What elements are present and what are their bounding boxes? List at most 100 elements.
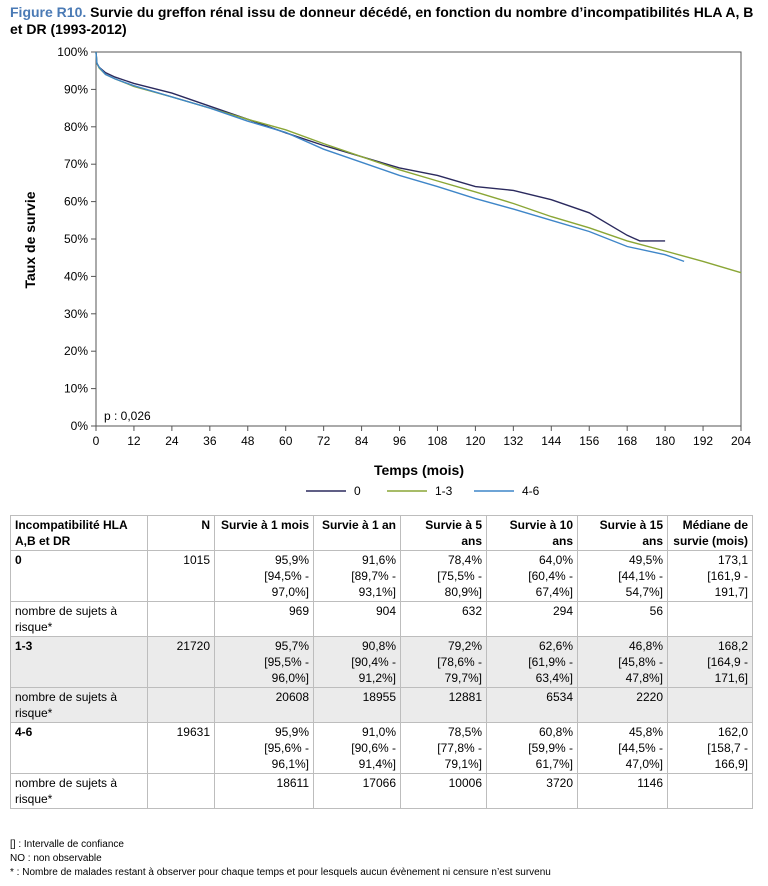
risk-cell: 632 xyxy=(400,601,487,637)
group-label: 4-6 xyxy=(10,722,148,774)
x-tick-label: 192 xyxy=(693,434,713,448)
survival-cell: 62,6% [61,9% - 63,4%] xyxy=(486,636,578,688)
series-line-4-6 xyxy=(95,51,685,263)
risk-cell: 18955 xyxy=(313,687,401,723)
survival-cell: 91,0% [90,6% - 91,4%] xyxy=(313,722,401,774)
y-tick-label: 60% xyxy=(64,195,88,209)
survival-cell-line: 95,7% xyxy=(274,639,309,653)
x-tick-label: 132 xyxy=(503,434,523,448)
survival-cell-line: [161,9 - xyxy=(707,569,748,583)
survival-cell-line: 95,9% xyxy=(274,725,309,739)
survival-cell-line: 47,8%] xyxy=(625,671,663,685)
group-n: 19631 xyxy=(147,722,215,774)
survival-cell-line: 95,9% xyxy=(274,553,309,567)
x-tick-label: 168 xyxy=(617,434,637,448)
risk-label: nombre de sujets à risque* xyxy=(10,687,148,723)
x-tick-label: 144 xyxy=(541,434,561,448)
survival-cell-line: 91,4%] xyxy=(358,757,396,771)
x-tick-label: 204 xyxy=(731,434,751,448)
survival-cell-line: 97,0%] xyxy=(271,585,309,599)
note-not-observable: NO : non observable xyxy=(10,853,102,864)
survival-cell-line: 93,1%] xyxy=(358,585,396,599)
survival-cell-line: 166,9] xyxy=(714,757,748,771)
series-line-1-3 xyxy=(95,51,742,274)
risk-cell: 20608 xyxy=(214,687,314,723)
survival-cell-line: 47,0%] xyxy=(625,757,663,771)
survival-cell-line: [89,7% - xyxy=(351,569,396,583)
survival-cell-line: 191,7] xyxy=(714,585,748,599)
survival-cell-line: 79,2% xyxy=(447,639,482,653)
table-header: Survie à 1 mois xyxy=(214,515,314,551)
y-tick-label: 20% xyxy=(64,344,88,358)
survival-cell-line: 80,9%] xyxy=(444,585,482,599)
survival-cell-line: 91,6% xyxy=(361,553,396,567)
survival-cell: 95,7% [95,5% - 96,0%] xyxy=(214,636,314,688)
survival-cell-line: [78,6% - xyxy=(437,655,482,669)
survival-cell-line: 46,8% xyxy=(628,639,663,653)
survival-cell: 79,2% [78,6% - 79,7%] xyxy=(400,636,487,688)
legend-label: 1-3 xyxy=(435,484,453,498)
survival-cell-line: 45,8% xyxy=(628,725,663,739)
survival-cell-line: [77,8% - xyxy=(437,741,482,755)
survival-cell-line: [44,5% - xyxy=(618,741,663,755)
table-row: 0 1015 95,9% [94,5% - 97,0%] 91,6% [89,7% - 93,… xyxy=(10,550,753,602)
survival-cell: 78,4% [75,5% - 80,9%] xyxy=(400,550,487,602)
y-axis: 0% 10% 20% 30% 40% 50% 60% 70% 80% 90% 100% xyxy=(57,45,96,433)
risk-cell: 969 xyxy=(214,601,314,637)
table-row: 1-3 21720 95,7% [95,5% - 96,0%] 90,8% [90,4% -… xyxy=(10,636,753,688)
risk-cell xyxy=(667,773,753,809)
table-row: nombre de sujets à risque* 969 904 632 294 56 xyxy=(10,601,753,637)
table-notes: [] : Intervalle de confiance NO : non ob… xyxy=(10,838,551,880)
risk-empty xyxy=(147,773,215,809)
table-header-row: Incompatibilité HLA A,B et DR N Survie à… xyxy=(10,515,753,551)
survival-cell: 90,8% [90,4% - 91,2%] xyxy=(313,636,401,688)
survival-cell-line: 61,7%] xyxy=(535,757,573,771)
series-lines xyxy=(95,51,742,274)
survival-cell-line: [60,4% - xyxy=(528,569,573,583)
note-confidence-interval: [] : Intervalle de confiance xyxy=(10,839,124,850)
survival-table: Incompatibilité HLA A,B et DR N Survie à… xyxy=(10,515,753,809)
risk-cell: 1146 xyxy=(577,773,668,809)
survival-cell-line: 162,0 xyxy=(717,725,748,739)
legend: 0 1-3 4-6 xyxy=(306,484,540,498)
risk-cell xyxy=(667,601,753,637)
survival-cell-line: [90,4% - xyxy=(351,655,396,669)
p-value-annotation: p : 0,026 xyxy=(104,409,151,423)
survival-cell-line: 171,6] xyxy=(714,671,748,685)
survival-cell-line: 54,7%] xyxy=(625,585,663,599)
survival-cell-line: 67,4%] xyxy=(535,585,573,599)
survival-cell-line: 91,0% xyxy=(361,725,396,739)
y-tick-label: 30% xyxy=(64,307,88,321)
survival-cell-line: [95,5% - xyxy=(264,655,309,669)
survival-cell-line: [158,7 - xyxy=(707,741,748,755)
y-tick-label: 100% xyxy=(57,45,88,59)
survival-cell: 46,8% [45,8% - 47,8%] xyxy=(577,636,668,688)
x-tick-label: 96 xyxy=(393,434,407,448)
survival-cell-line: [90,6% - xyxy=(351,741,396,755)
x-axis-label: Temps (mois) xyxy=(374,462,464,478)
risk-cell: 17066 xyxy=(313,773,401,809)
survival-cell-line: [61,9% - xyxy=(528,655,573,669)
table-row: 4-6 19631 95,9% [95,6% - 96,1%] 91,0% [90,6% -… xyxy=(10,722,753,774)
x-tick-label: 36 xyxy=(203,434,217,448)
survival-cell-line: 64,0% xyxy=(538,553,573,567)
x-tick-label: 108 xyxy=(427,434,447,448)
x-axis: 0 12 24 36 48 60 72 84 96 108 120 132 144 156 168 180 19… xyxy=(93,426,751,448)
risk-label: nombre de sujets à risque* xyxy=(10,773,148,809)
survival-cell-line: 96,0%] xyxy=(271,671,309,685)
y-tick-label: 90% xyxy=(64,82,88,96)
survival-cell: 91,6% [89,7% - 93,1%] xyxy=(313,550,401,602)
group-label: 0 xyxy=(10,550,148,602)
risk-cell: 6534 xyxy=(486,687,578,723)
risk-label: nombre de sujets à risque* xyxy=(10,601,148,637)
risk-cell: 904 xyxy=(313,601,401,637)
risk-empty xyxy=(147,687,215,723)
survival-cell-line: [95,6% - xyxy=(264,741,309,755)
survival-cell-line: [45,8% - xyxy=(618,655,663,669)
y-tick-label: 10% xyxy=(64,382,88,396)
risk-cell: 294 xyxy=(486,601,578,637)
risk-cell: 2220 xyxy=(577,687,668,723)
figure-number: Figure R10. xyxy=(10,4,87,20)
survival-cell: 78,5% [77,8% - 79,1%] xyxy=(400,722,487,774)
survival-cell-line: 49,5% xyxy=(628,553,663,567)
